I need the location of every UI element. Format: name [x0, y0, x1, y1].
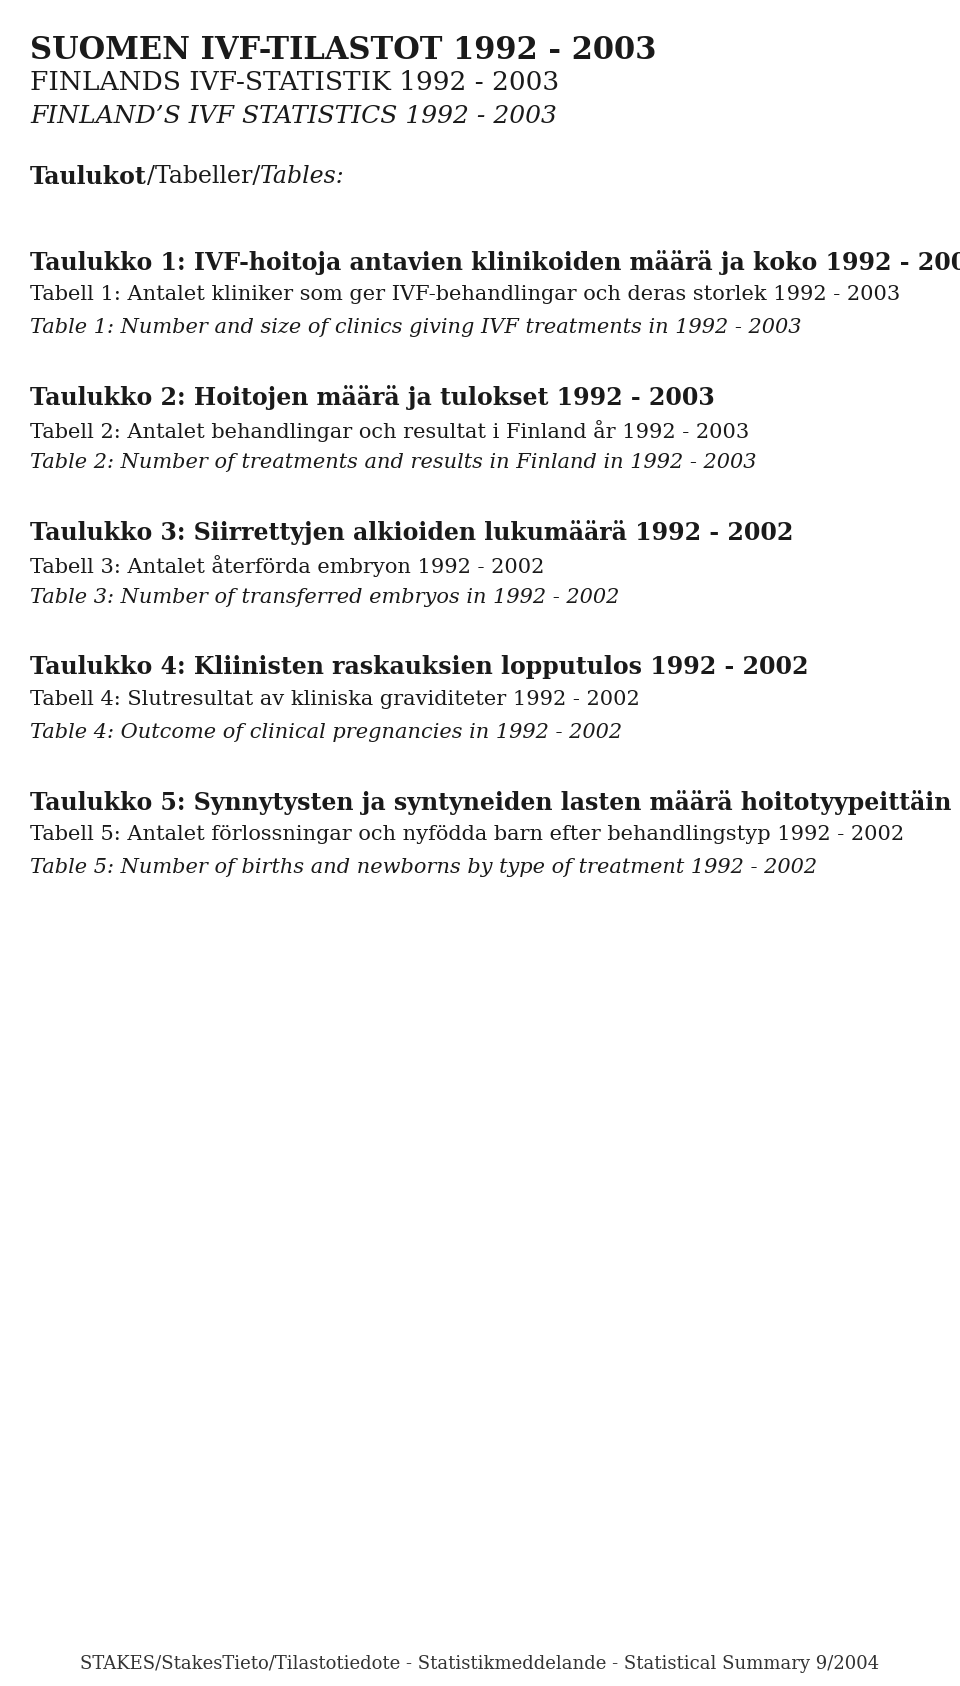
Text: Tabell 4: Slutresultat av kliniska graviditeter 1992 - 2002: Tabell 4: Slutresultat av kliniska gravi…	[30, 690, 639, 710]
Text: Tabell 1: Antalet kliniker som ger IVF-behandlingar och deras storlek 1992 - 200: Tabell 1: Antalet kliniker som ger IVF-b…	[30, 285, 900, 303]
Text: Taulukko 1: IVF-hoitoja antavien klinikoiden määrä ja koko 1992 - 2003: Taulukko 1: IVF-hoitoja antavien kliniko…	[30, 250, 960, 275]
Text: Taulukko 3: Siirrettyjen alkioiden lukumäärä 1992 - 2002: Taulukko 3: Siirrettyjen alkioiden lukum…	[30, 519, 793, 545]
Text: Tables:: Tables:	[260, 165, 345, 189]
Text: Taulukko 5: Synnytysten ja syntyneiden lasten määrä hoitotyypeittäin 1992 - 2002: Taulukko 5: Synnytysten ja syntyneiden l…	[30, 791, 960, 814]
Text: Table 5: Number of births and newborns by type of treatment 1992 - 2002: Table 5: Number of births and newborns b…	[30, 858, 817, 877]
Text: Table 1: Number and size of clinics giving IVF treatments in 1992 - 2003: Table 1: Number and size of clinics givi…	[30, 319, 802, 337]
Text: STAKES/StakesTieto/Tilastotiedote - Statistikmeddelande - Statistical Summary 9/: STAKES/StakesTieto/Tilastotiedote - Stat…	[81, 1656, 879, 1673]
Text: /Tabeller/: /Tabeller/	[147, 165, 260, 189]
Text: SUOMEN IVF-TILASTOT 1992 - 2003: SUOMEN IVF-TILASTOT 1992 - 2003	[30, 35, 657, 66]
Text: Tabell 2: Antalet behandlingar och resultat i Finland år 1992 - 2003: Tabell 2: Antalet behandlingar och resul…	[30, 420, 749, 442]
Text: Tabell 5: Antalet förlossningar och nyfödda barn efter behandlingstyp 1992 - 200: Tabell 5: Antalet förlossningar och nyfö…	[30, 824, 904, 845]
Text: Taulukko 4: Kliinisten raskauksien lopputulos 1992 - 2002: Taulukko 4: Kliinisten raskauksien loppu…	[30, 654, 808, 679]
Text: Table 2: Number of treatments and results in Finland in 1992 - 2003: Table 2: Number of treatments and result…	[30, 454, 756, 472]
Text: Table 3: Number of transferred embryos in 1992 - 2002: Table 3: Number of transferred embryos i…	[30, 588, 619, 607]
Text: Taulukko 2: Hoitojen määrä ja tulokset 1992 - 2003: Taulukko 2: Hoitojen määrä ja tulokset 1…	[30, 384, 715, 410]
Text: Table 4: Outcome of clinical pregnancies in 1992 - 2002: Table 4: Outcome of clinical pregnancies…	[30, 723, 622, 742]
Text: FINLAND’S IVF STATISTICS 1992 - 2003: FINLAND’S IVF STATISTICS 1992 - 2003	[30, 105, 557, 128]
Text: Taulukot: Taulukot	[30, 165, 147, 189]
Text: FINLANDS IVF-STATISTIK 1992 - 2003: FINLANDS IVF-STATISTIK 1992 - 2003	[30, 71, 560, 94]
Text: Tabell 3: Antalet återförda embryon 1992 - 2002: Tabell 3: Antalet återförda embryon 1992…	[30, 555, 544, 577]
